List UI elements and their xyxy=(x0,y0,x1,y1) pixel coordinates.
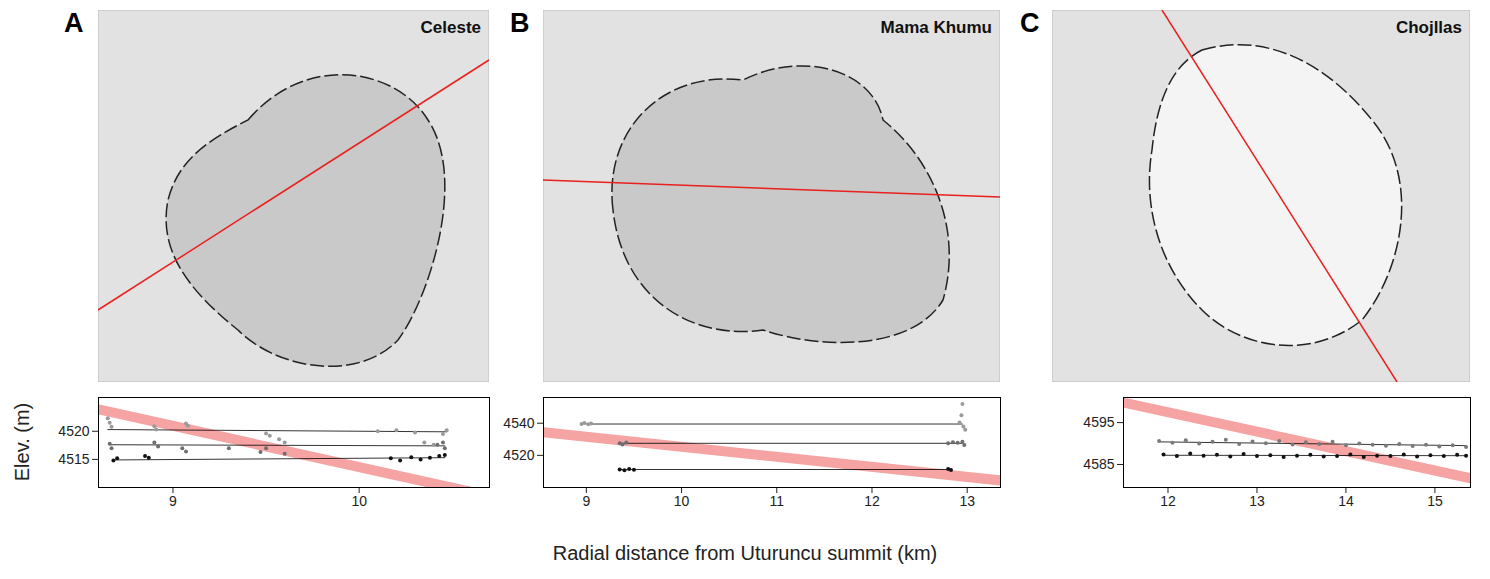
html-text:Radial distance from Uturuncu: Radial distance from Uturuncu summit (km… xyxy=(552,542,938,564)
html-text:Chojllas: Chojllas xyxy=(1395,18,1462,37)
html-text:A: A xyxy=(64,8,84,38)
svg-text:10: 10 xyxy=(674,493,690,509)
svg-text:11: 11 xyxy=(769,493,784,509)
svg-text:15: 15 xyxy=(1427,493,1443,509)
html-text:Mama Khumu: Mama Khumu xyxy=(880,18,992,37)
svg-text:9: 9 xyxy=(169,493,177,509)
svg-text:13: 13 xyxy=(1249,493,1265,509)
svg-text:4585: 4585 xyxy=(1083,456,1114,472)
svg-text:12: 12 xyxy=(1160,493,1176,509)
svg-text:4515: 4515 xyxy=(58,451,89,467)
html-text:Celeste: Celeste xyxy=(420,18,481,37)
html-text:B: B xyxy=(510,8,530,38)
svg-text:4520: 4520 xyxy=(503,447,534,463)
svg-text:4595: 4595 xyxy=(1083,414,1114,430)
svg-text:10: 10 xyxy=(351,493,367,509)
html-text:Elev. (m): Elev. (m) xyxy=(10,402,33,482)
svg-text:12: 12 xyxy=(864,493,880,509)
svg-text:14: 14 xyxy=(1338,493,1354,509)
svg-text:4540: 4540 xyxy=(503,415,534,431)
svg-text:4520: 4520 xyxy=(58,423,89,439)
html-text:C: C xyxy=(1020,8,1040,38)
svg-text:9: 9 xyxy=(582,493,590,509)
svg-text:13: 13 xyxy=(959,493,975,509)
